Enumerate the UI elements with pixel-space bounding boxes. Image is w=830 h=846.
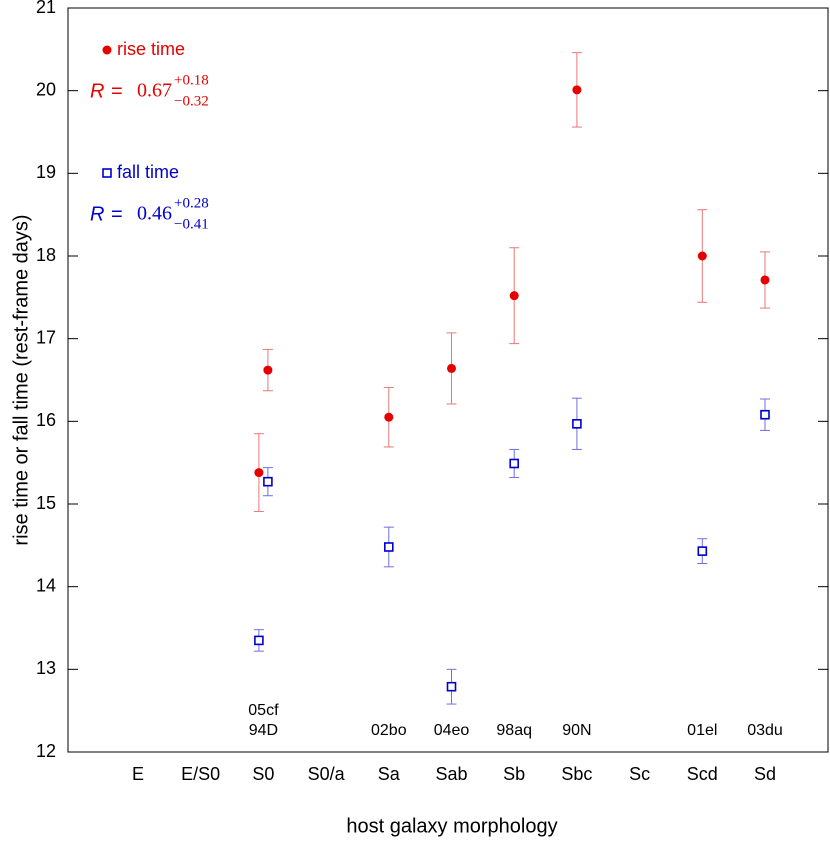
sn-label: 98aq [496, 722, 532, 739]
legend-marker [102, 168, 112, 178]
sn-label: 03du [747, 722, 783, 739]
data-point [760, 409, 770, 420]
y-tick-label: 16 [36, 410, 56, 430]
y-tick-label: 17 [36, 327, 56, 347]
y-tick-label: 19 [36, 162, 56, 182]
y-tick-label: 12 [36, 741, 56, 761]
data-point [447, 363, 456, 373]
x-tick-label: E [132, 764, 144, 784]
data-point [383, 542, 394, 552]
sn-label: 01el [687, 722, 717, 739]
sn-label: 04eo [434, 722, 470, 739]
x-tick-label: Scd [687, 764, 718, 784]
y-tick-label: 21 [36, 0, 56, 17]
r-symbol: R [90, 80, 104, 102]
data-point [572, 85, 582, 95]
x-tick-label: S0/a [308, 764, 346, 784]
r-value: 0.46 [137, 203, 172, 225]
x-tick-label: Sa [378, 764, 401, 784]
data-point [263, 365, 273, 375]
x-tick-label: S0 [252, 764, 274, 784]
x-tick-label: Sbc [561, 764, 592, 784]
r-equals: = [111, 203, 123, 225]
sn-label: 94D [249, 722, 278, 739]
sn-label: 02bo [371, 722, 407, 739]
x-tick-label: E/S0 [181, 764, 220, 784]
legend-label: fall time [117, 162, 179, 182]
r-plus: +0.28 [174, 195, 209, 211]
y-axis-label: rise time or fall time (rest-frame days) [10, 214, 32, 545]
data-point [697, 546, 708, 556]
r-symbol: R [90, 203, 104, 225]
r-minus: −0.32 [174, 93, 209, 109]
r-equals: = [111, 80, 123, 102]
y-tick-label: 15 [36, 493, 56, 513]
y-tick-label: 14 [36, 575, 56, 595]
sn-label: 05cf [248, 702, 279, 719]
x-tick-label: Sb [503, 764, 525, 784]
x-tick-label: Sab [435, 764, 467, 784]
r-plus: +0.18 [174, 72, 209, 88]
x-tick-label: Sd [754, 764, 776, 784]
y-tick-label: 20 [36, 79, 56, 99]
sn-label: 90N [562, 722, 591, 739]
plot-frame [67, 7, 829, 753]
data-point [254, 468, 264, 478]
r-minus: −0.41 [174, 216, 209, 232]
legend-label: rise time [117, 39, 185, 59]
data-point [509, 291, 519, 301]
x-axis-label: host galaxy morphology [346, 815, 557, 837]
data-point [384, 412, 394, 422]
data-point [572, 419, 582, 429]
x-tick-label: Sc [629, 764, 650, 784]
data-point [254, 635, 264, 646]
y-tick-label: 13 [36, 658, 56, 678]
data-point [697, 251, 707, 261]
y-tick-label: 18 [36, 245, 56, 265]
data-point [760, 275, 770, 285]
data-point [446, 681, 457, 692]
r-value: 0.67 [137, 80, 172, 102]
data-point [263, 476, 273, 487]
data-point [509, 458, 520, 469]
legend-marker [102, 45, 112, 55]
